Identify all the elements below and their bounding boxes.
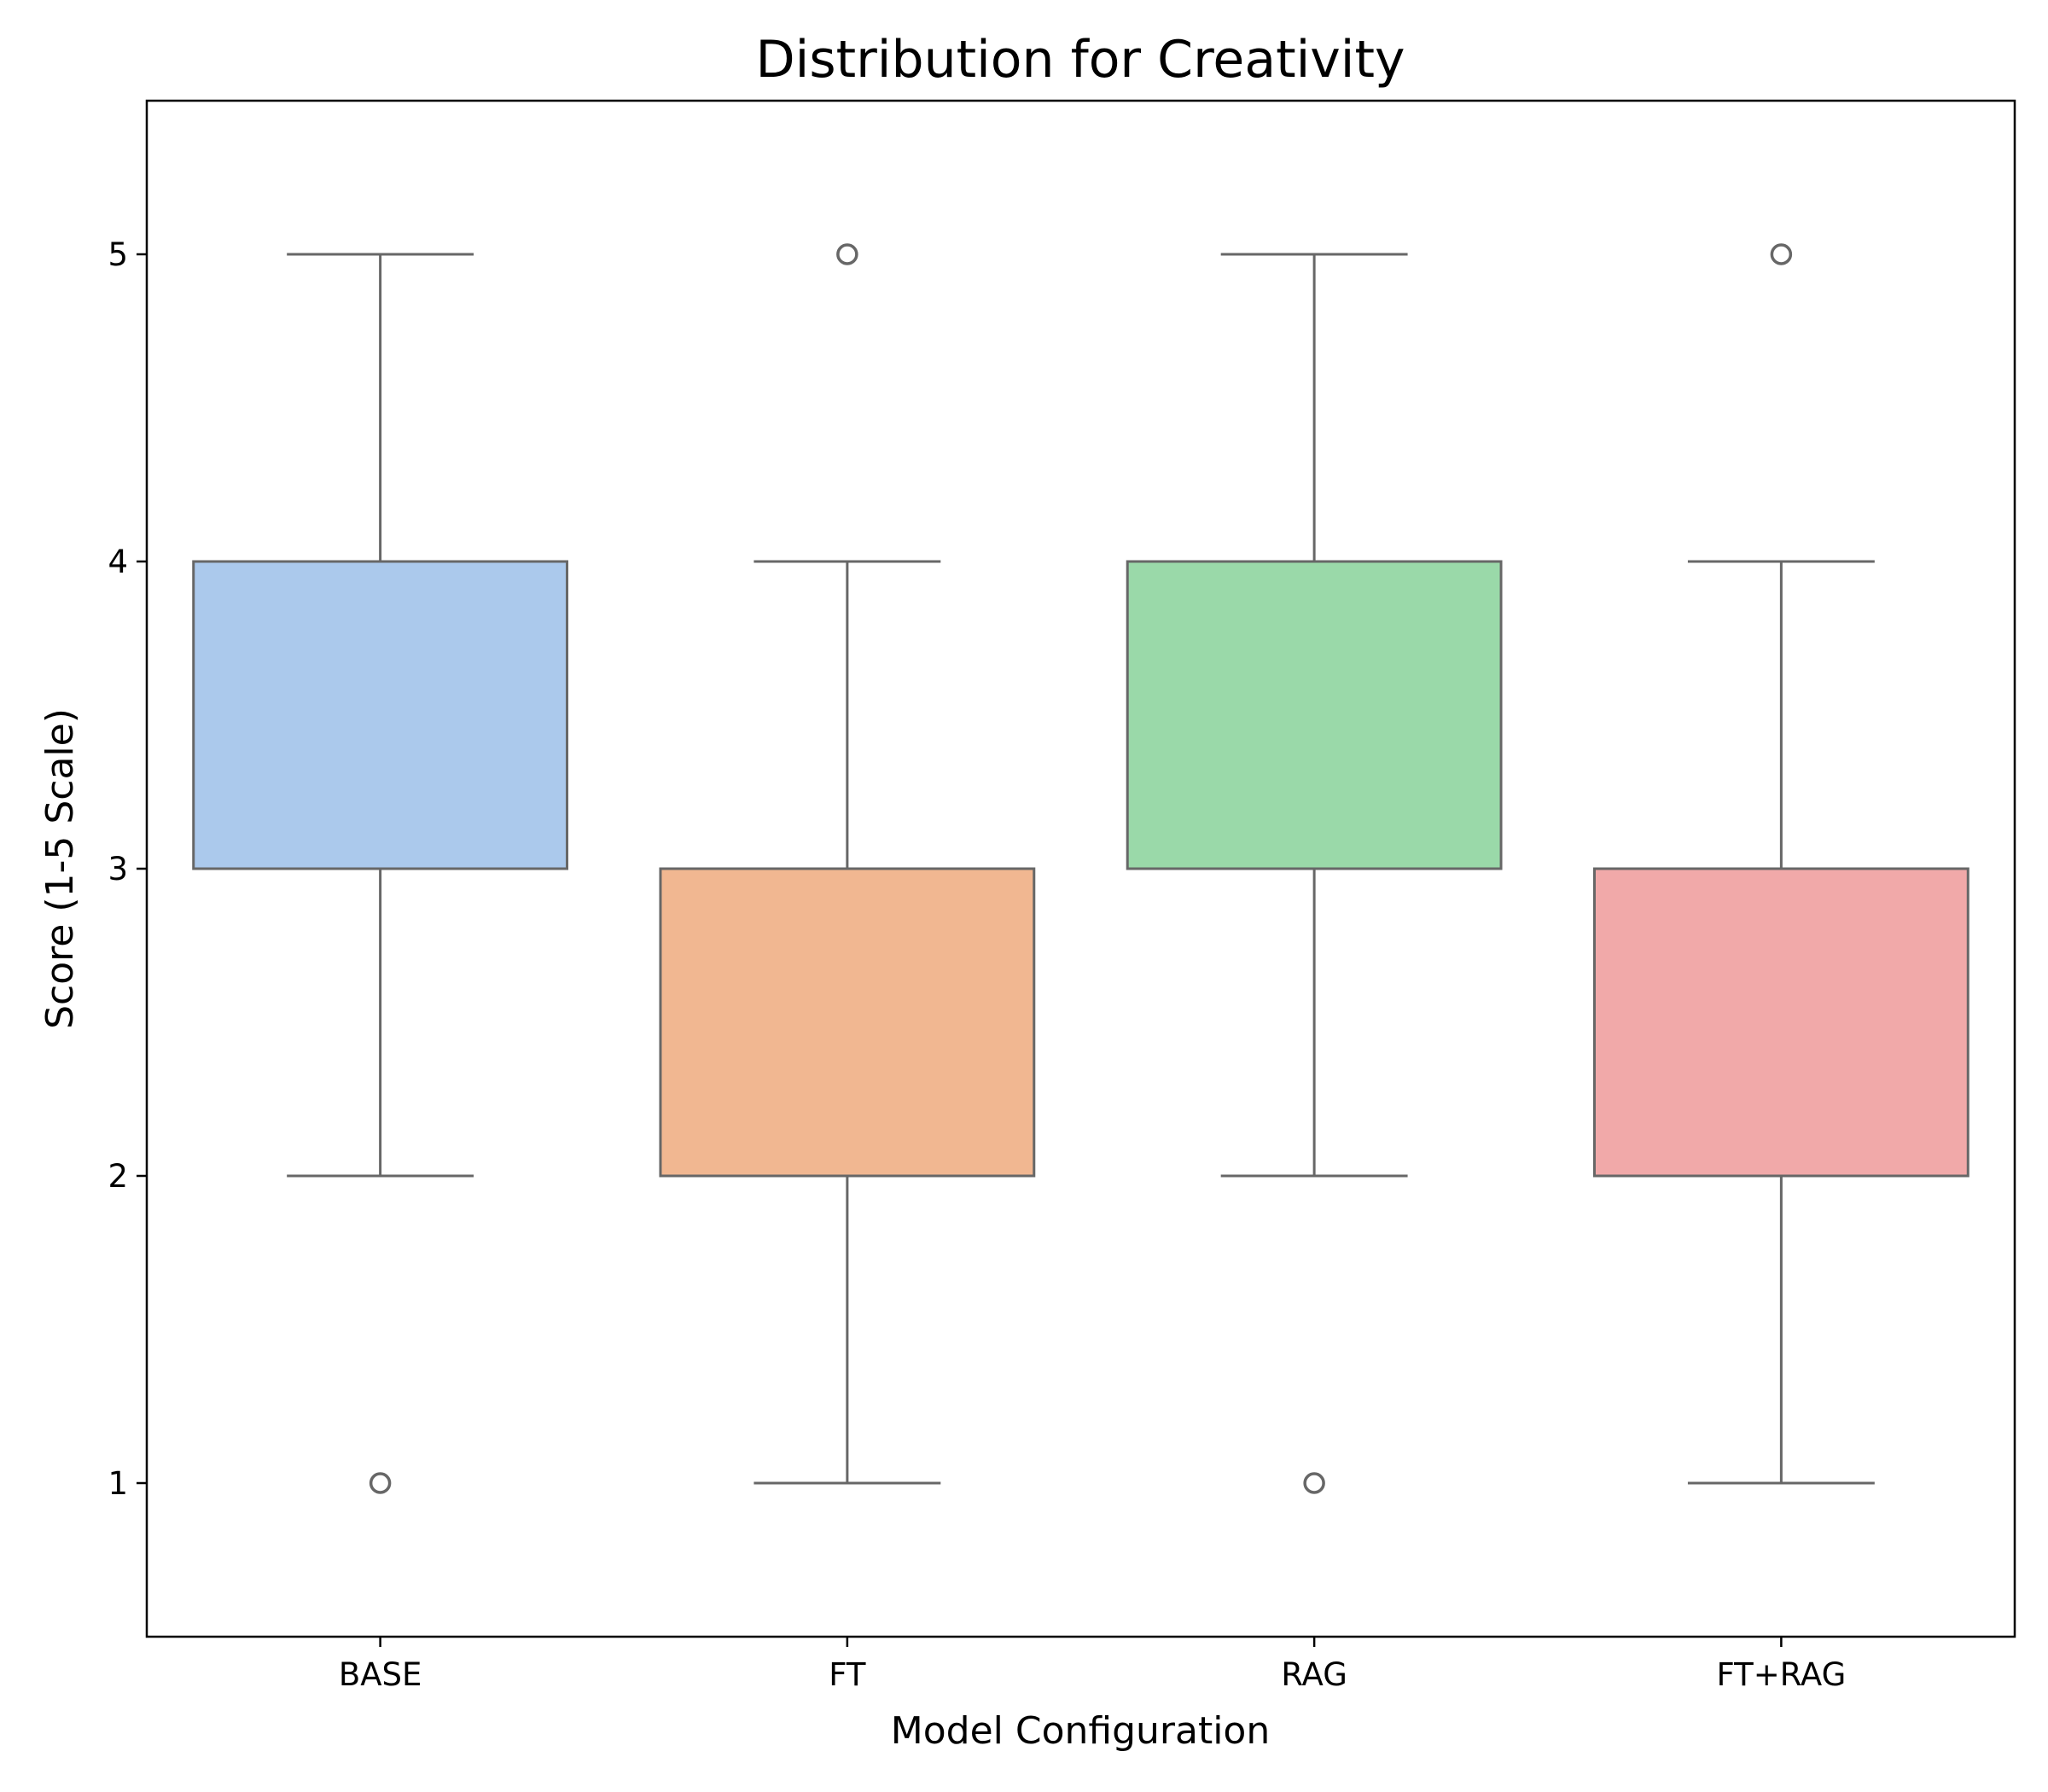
y-tick-label: 3: [108, 851, 128, 887]
y-axis: 1 2 3 4 5: [108, 236, 147, 1502]
plot-frame: [145, 99, 2016, 1638]
outlier-point: [369, 1472, 392, 1494]
chart-title: Distribution for Creativity: [755, 30, 1405, 90]
x-tick-label: FT: [829, 1656, 866, 1693]
y-tick-label: 1: [108, 1465, 128, 1502]
y-axis-label: Score (1-5 Scale): [38, 708, 82, 1029]
outlier-point: [836, 243, 858, 265]
outlier-point: [1303, 1472, 1325, 1494]
y-tick-label: 4: [108, 544, 128, 580]
x-tick-label: RAG: [1281, 1656, 1347, 1693]
outlier-point: [1770, 243, 1793, 265]
box-group-rag: [1126, 253, 1503, 1494]
y-tick-label: 2: [108, 1158, 128, 1195]
x-tick-label: FT+RAG: [1716, 1656, 1846, 1693]
x-axis-label: Model Configuration: [891, 1709, 1271, 1753]
x-tick-label: BASE: [339, 1656, 422, 1693]
plot-area: [192, 243, 1969, 1494]
x-axis: BASE FT RAG FT+RAG: [339, 1637, 1846, 1693]
iqr-box: [1592, 867, 1969, 1178]
iqr-box: [192, 560, 569, 870]
box-group-ft-rag: [1592, 243, 1969, 1485]
box-group-base: [192, 253, 569, 1494]
iqr-box: [659, 867, 1036, 1178]
box-group-ft: [659, 243, 1036, 1485]
iqr-box: [1126, 560, 1503, 870]
y-tick-label: 5: [108, 236, 128, 273]
